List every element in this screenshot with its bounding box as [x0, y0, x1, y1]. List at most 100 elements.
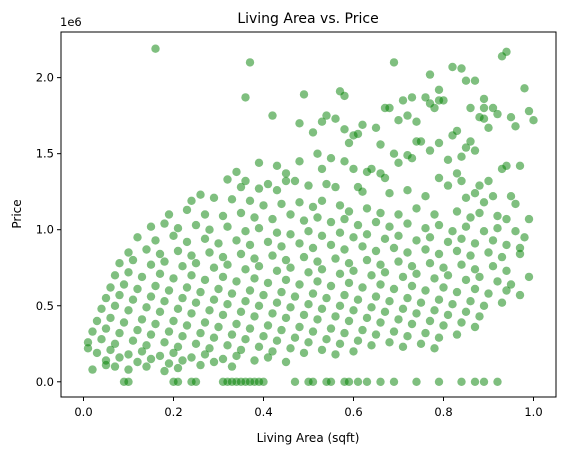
chart-title: Living Area vs. Price	[237, 11, 378, 27]
data-point	[304, 268, 313, 277]
x-axis-ticks: 0.0 0.2 0.4 0.6 0.8 1.0	[74, 397, 543, 419]
data-point	[299, 348, 309, 358]
data-point	[272, 266, 282, 275]
data-point	[443, 271, 453, 280]
data-point	[385, 189, 394, 198]
data-point	[281, 176, 291, 186]
data-point	[479, 227, 489, 236]
data-point	[317, 117, 327, 126]
data-point	[385, 297, 394, 306]
data-point	[506, 280, 516, 289]
data-point	[178, 293, 187, 303]
data-point	[299, 90, 309, 99]
data-point	[128, 336, 138, 345]
data-point	[398, 342, 408, 351]
data-point	[281, 255, 291, 265]
data-point	[209, 295, 219, 304]
data-point	[394, 158, 403, 167]
data-point	[398, 272, 408, 282]
data-point	[470, 76, 480, 85]
data-point	[227, 362, 237, 371]
data-point	[457, 152, 466, 161]
data-point	[277, 287, 286, 297]
data-point	[430, 103, 439, 113]
data-point	[259, 377, 268, 386]
data-point	[308, 377, 318, 386]
data-point	[497, 252, 507, 262]
data-point	[389, 58, 399, 67]
data-point	[223, 300, 232, 309]
data-point	[272, 336, 282, 345]
data-point	[178, 262, 187, 271]
data-point	[479, 301, 489, 310]
data-point	[353, 295, 363, 304]
data-point	[101, 360, 111, 370]
data-point	[268, 251, 277, 260]
data-point	[223, 222, 232, 231]
data-point	[155, 307, 165, 316]
y-tick-label: 1.0	[36, 223, 54, 237]
data-point	[331, 182, 340, 192]
data-point	[470, 284, 480, 294]
data-point	[191, 220, 201, 230]
data-point	[142, 303, 151, 312]
data-point	[286, 230, 295, 239]
data-point	[439, 321, 448, 330]
data-point	[353, 129, 363, 139]
data-point	[349, 347, 358, 356]
data-point	[268, 347, 277, 356]
y-axis-label: Price	[10, 199, 24, 228]
data-point	[403, 186, 412, 195]
y-axis-ticks: 0.0 0.5 1.0 1.5 2.0	[36, 71, 61, 389]
data-point	[115, 290, 124, 300]
data-point	[92, 348, 102, 358]
data-point	[358, 325, 367, 335]
data-point	[376, 280, 385, 289]
data-point	[196, 328, 205, 338]
data-point	[511, 227, 520, 236]
data-point	[281, 313, 291, 323]
data-point	[290, 292, 300, 301]
data-point	[506, 192, 516, 201]
data-point	[124, 350, 133, 359]
data-point	[110, 301, 120, 310]
data-point	[173, 304, 183, 313]
data-point	[434, 220, 444, 230]
data-point	[376, 260, 385, 269]
data-point	[191, 298, 201, 307]
data-point	[241, 93, 250, 102]
data-point	[340, 328, 349, 338]
data-point	[452, 169, 462, 178]
data-point	[335, 201, 345, 210]
data-point	[115, 259, 124, 268]
data-point	[169, 316, 178, 326]
data-point	[470, 146, 480, 155]
data-point	[407, 262, 417, 271]
x-tick-label: 0.8	[434, 405, 452, 419]
data-point	[124, 365, 133, 374]
data-point	[200, 318, 210, 327]
data-point	[452, 246, 462, 256]
data-point	[434, 85, 444, 95]
data-point	[520, 84, 529, 93]
data-point	[227, 289, 237, 298]
data-point	[299, 216, 309, 225]
x-tick-label: 1.0	[524, 405, 542, 419]
data-point	[403, 219, 412, 228]
data-point	[529, 116, 538, 125]
data-point	[376, 318, 385, 327]
data-point	[187, 353, 196, 362]
data-point	[110, 271, 120, 280]
data-point	[335, 301, 345, 310]
data-point	[146, 330, 156, 339]
data-point	[412, 309, 421, 318]
data-point	[380, 234, 390, 243]
data-point	[389, 327, 399, 336]
data-point	[245, 58, 255, 67]
data-point	[407, 93, 417, 102]
data-point	[407, 281, 417, 291]
data-point	[299, 252, 309, 262]
data-point	[164, 327, 174, 336]
data-point	[362, 204, 372, 213]
